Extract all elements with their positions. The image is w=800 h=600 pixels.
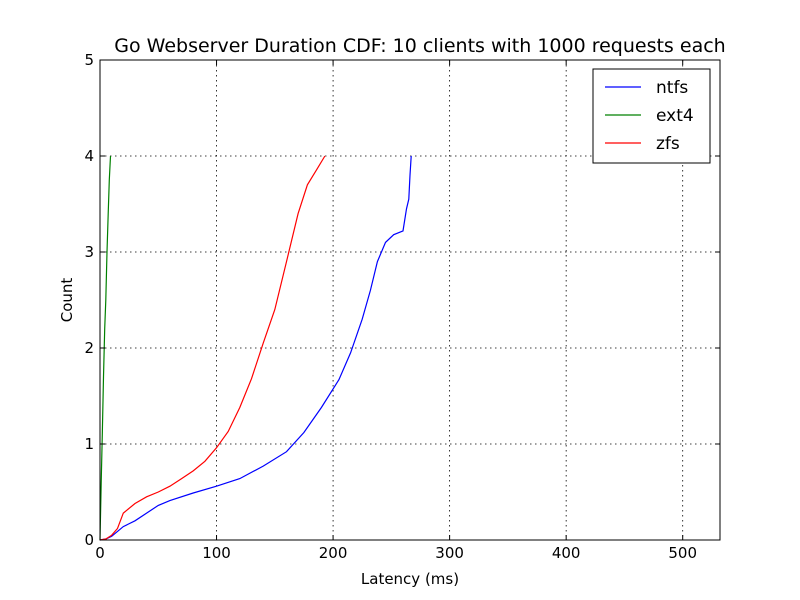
y-tick-label: 0: [84, 531, 94, 549]
chart-title: Go Webserver Duration CDF: 10 clients wi…: [114, 35, 725, 57]
series-line-ext4: [99, 155, 112, 541]
plot-area: [99, 155, 412, 541]
legend-label-ext4: ext4: [656, 106, 694, 126]
legend-label-ntfs: ntfs: [656, 78, 688, 98]
y-tick-label: 2: [84, 339, 94, 357]
x-tick-label: 200: [319, 544, 348, 562]
x-tick-label: 500: [668, 544, 697, 562]
x-tick-label: 400: [552, 544, 581, 562]
x-tick-label: 300: [435, 544, 464, 562]
legend: ntfs ext4 zfs: [592, 68, 711, 164]
x-tick-label: 0: [95, 544, 105, 562]
series-line-zfs: [99, 155, 326, 541]
axis-ticks: 0 100 200 300 400 500 0 1 2 3 4 5: [84, 51, 720, 562]
y-tick-label: 5: [84, 51, 94, 69]
y-tick-label: 1: [84, 435, 94, 453]
x-tick-label: 100: [202, 544, 231, 562]
axes-frame: [99, 59, 721, 541]
legend-label-zfs: zfs: [656, 134, 680, 154]
y-axis-label: Count: [58, 278, 76, 323]
x-axis-label: Latency (ms): [361, 570, 459, 588]
series-line-ntfs: [99, 155, 412, 541]
legend-box: [592, 68, 711, 164]
y-tick-label: 4: [84, 147, 94, 165]
y-tick-label: 3: [84, 243, 94, 261]
